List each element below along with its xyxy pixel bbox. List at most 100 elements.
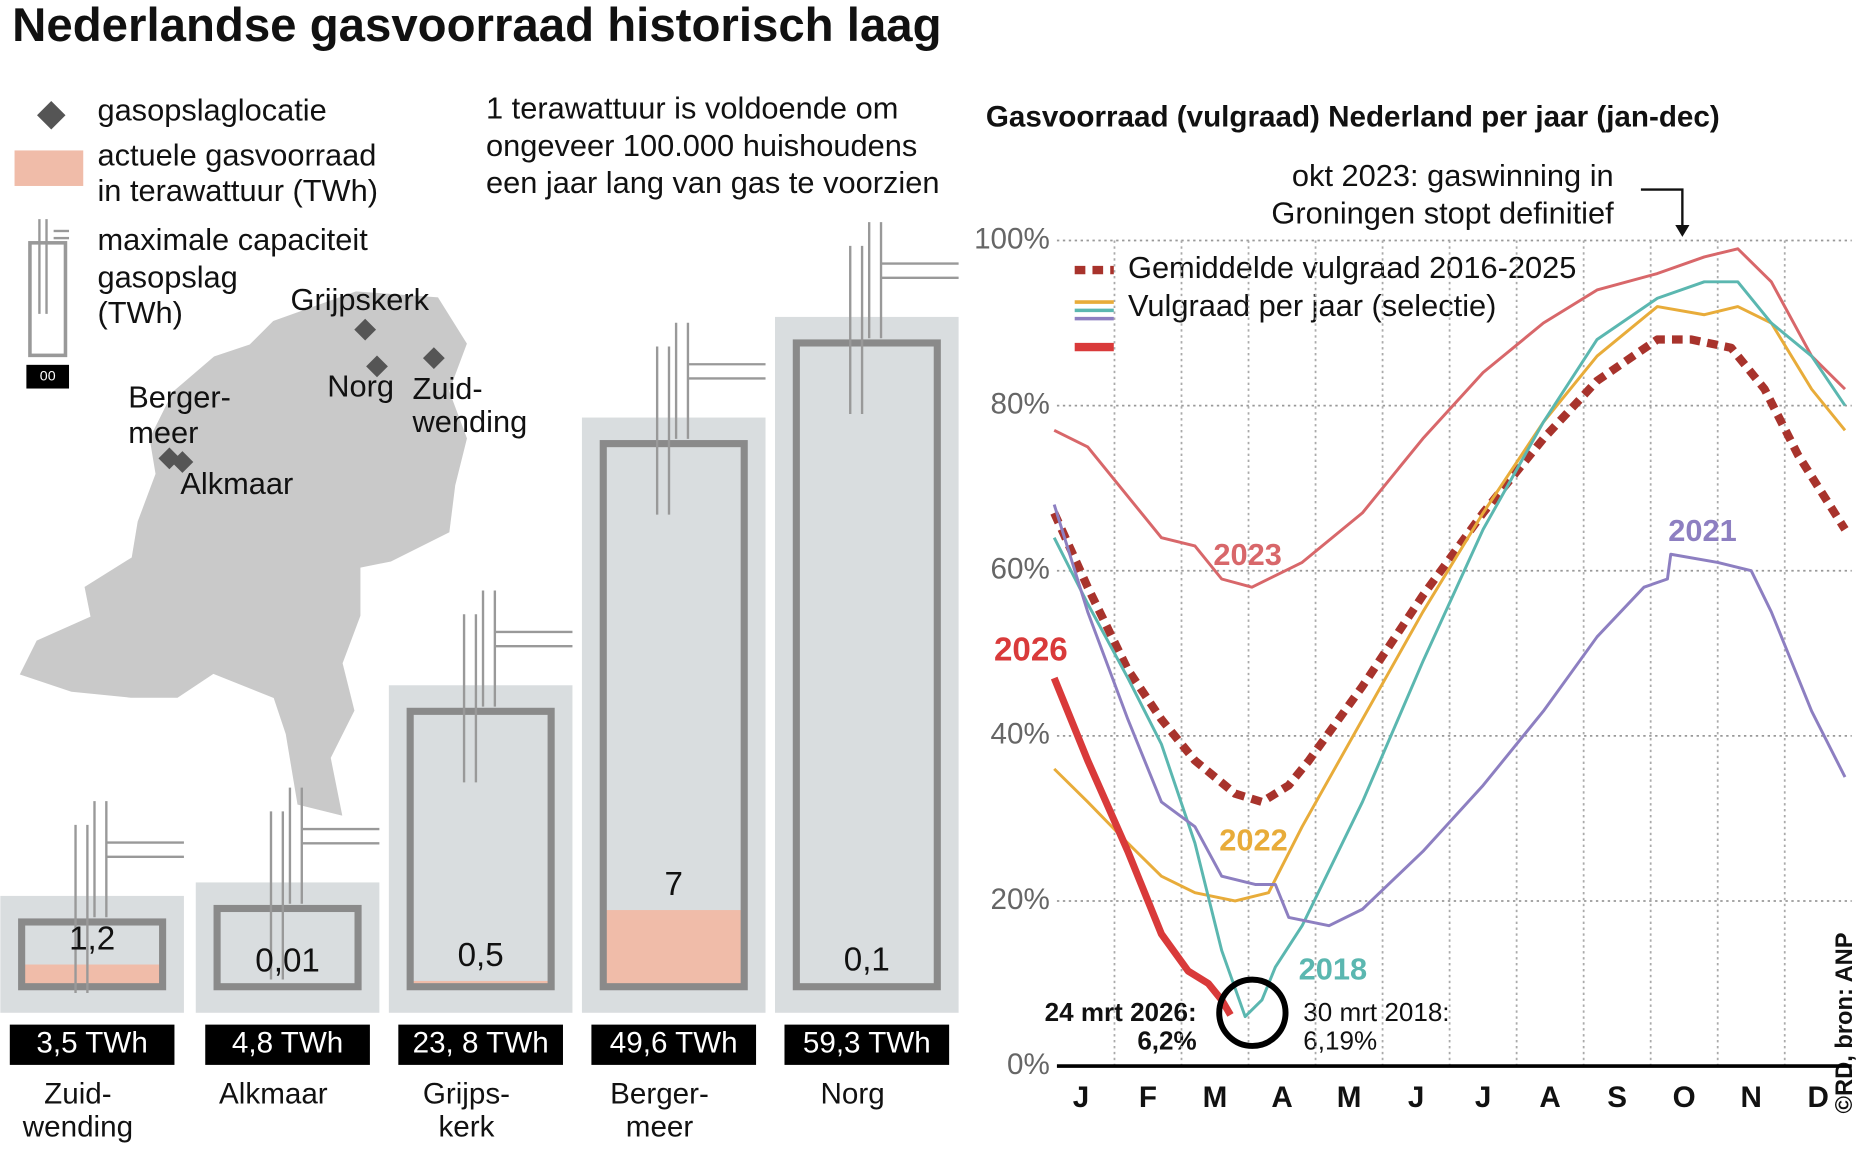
series-line (1052, 280, 1847, 1019)
y-tick-label: 40% (991, 718, 1050, 751)
series-line (1053, 247, 1847, 589)
series-line (1053, 305, 1847, 903)
category-label: kerk (438, 1111, 494, 1144)
container-frame (406, 707, 555, 991)
current-fill (603, 910, 745, 987)
capacity-label: 3,5 TWh (36, 1027, 147, 1060)
x-tick-label: S (1607, 1081, 1627, 1114)
current-label: 0,5 (458, 937, 504, 974)
x-tick-label: J (1475, 1081, 1491, 1114)
current-label: 7 (665, 866, 683, 903)
map-label: Grijpskerk (291, 282, 430, 317)
chart-title: Gasvoorraad (vulgraad) Nederland per jaa… (986, 100, 1720, 133)
category-label: wending (22, 1111, 133, 1144)
container-frame (792, 339, 941, 991)
note: ongeveer 100.000 huishoudens (486, 128, 917, 163)
series-label: 2021 (1668, 513, 1736, 548)
note: 1 terawattuur is voldoende om (486, 90, 898, 125)
category-label: Berger- (610, 1078, 709, 1111)
annotation: 6,2% (1137, 1025, 1196, 1055)
series-label: 2018 (1299, 951, 1367, 986)
category-label: meer (626, 1111, 694, 1144)
y-tick-label: 80% (991, 387, 1050, 420)
map-label: Norg (327, 369, 394, 404)
capacity-label-box (784, 1024, 950, 1065)
series-label: 2023 (1213, 537, 1281, 572)
category-label: Zuid- (44, 1078, 111, 1111)
map (16, 289, 470, 819)
legend-text: 00 (40, 368, 56, 384)
source: ©RD, bron: ANP (1832, 932, 1858, 1113)
legend-text: Gemiddelde vulgraad 2016-2025 (1128, 250, 1576, 285)
title: Nederlandse gasvoorraad historisch laag (12, 0, 941, 52)
container-frame (213, 904, 362, 991)
x-tick-label: A (1539, 1081, 1560, 1114)
capacity-label: 59,3 TWh (803, 1027, 931, 1060)
map-label: Berger- (128, 379, 231, 414)
annotation: Groningen stopt definitief (1271, 196, 1614, 231)
map-label: wending (412, 404, 528, 439)
x-tick-label: M (1337, 1081, 1362, 1114)
marker (366, 355, 388, 378)
legend-label-box (26, 364, 70, 389)
series-label: 2022 (1219, 822, 1287, 857)
x-tick-label: N (1741, 1081, 1762, 1114)
capacity-area (195, 882, 380, 1013)
capacity-label-box (205, 1024, 370, 1065)
legend-text: (TWh) (97, 295, 182, 330)
y-tick-label: 60% (991, 553, 1050, 586)
marker (422, 347, 445, 369)
legend-text: actuele gasvoorraad (97, 138, 376, 173)
legend-text: Vulgraad per jaar (selectie) (1128, 288, 1496, 323)
highlight-circle (1216, 976, 1289, 1049)
current-label: 0,01 (255, 943, 320, 980)
current-label: 1,2 (69, 921, 115, 958)
capacity-label: 4,8 TWh (232, 1027, 343, 1060)
capacity-label: 49,6 TWh (610, 1027, 738, 1060)
x-tick-label: O (1673, 1081, 1696, 1114)
series-line (1050, 676, 1234, 1017)
annotation: 30 mrt 2018: (1303, 997, 1449, 1027)
container-frame (18, 918, 167, 991)
y-tick-label: 0% (1007, 1048, 1050, 1081)
legend-swatch (14, 150, 84, 186)
x-tick-label: F (1139, 1081, 1157, 1114)
map-label: Zuid- (413, 371, 483, 406)
category-label: Norg (821, 1078, 885, 1111)
x-tick-label: D (1808, 1081, 1829, 1114)
note: een jaar lang van gas te voorzien (486, 165, 939, 200)
plot: 0% 20% 40% 60% 80% 100% J F M A M J J A S O N D (974, 222, 1852, 1114)
capacity-area (388, 685, 573, 1013)
capacity-area (775, 316, 959, 1013)
capacity-label-box (9, 1024, 175, 1065)
legend-text: maximale capaciteit (97, 222, 368, 257)
annotation-arrow (1675, 225, 1690, 237)
series-line (1052, 504, 1847, 928)
legend-text: in terawattuur (TWh) (97, 173, 378, 208)
legend-text: gasopslaglocatie (97, 93, 326, 128)
annotation-arrow (1640, 188, 1684, 233)
capacity-label: 23, 8 TWh (413, 1027, 549, 1060)
current-fill (21, 964, 163, 987)
legend-container (28, 219, 70, 358)
legend-text: gasopslag (97, 260, 237, 295)
x-tick-label: J (1073, 1081, 1089, 1114)
map-label: Alkmaar (180, 466, 293, 501)
series-line (1050, 335, 1849, 807)
capacity-area (0, 895, 184, 1013)
category-label: Grijps- (423, 1078, 510, 1111)
annotation: 24 mrt 2026: (1045, 997, 1197, 1027)
capacity-label-box (398, 1024, 563, 1065)
marker (354, 318, 377, 341)
legend-marker (37, 101, 66, 130)
y-tick-label: 20% (991, 883, 1050, 916)
y-tick-label: 100% (974, 222, 1050, 255)
annotation: 6,19% (1303, 1025, 1377, 1055)
map-label: meer (128, 415, 198, 450)
capacity-label-box (591, 1024, 757, 1065)
category-label: Alkmaar (219, 1078, 328, 1111)
x-tick-label: M (1203, 1081, 1228, 1114)
x-tick-label: A (1271, 1081, 1292, 1114)
